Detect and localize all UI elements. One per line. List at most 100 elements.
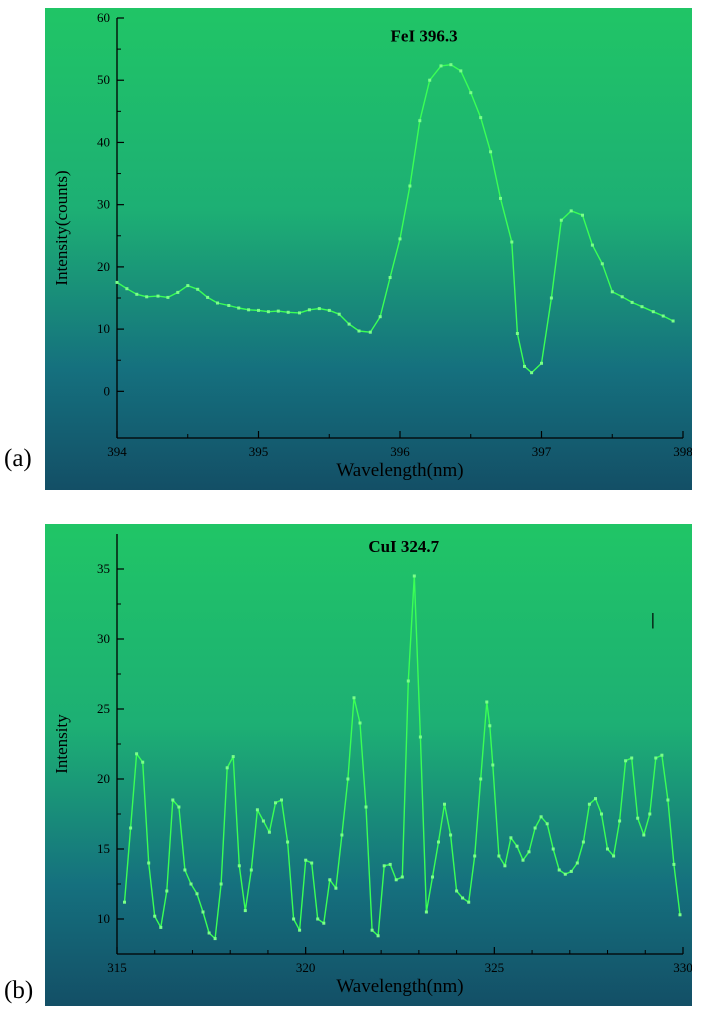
- data-point-marker: [225, 766, 229, 770]
- panel-gradient-background: [45, 8, 692, 490]
- data-point-marker: [370, 928, 374, 932]
- x-tick-label: 330: [673, 960, 692, 975]
- chart-canvas-a: 394 395 396 397 398 0 10 20 30 40 50 60 FeI 396.3 Wav…: [45, 8, 692, 490]
- x-tick-label: 398: [673, 444, 692, 459]
- data-point-marker: [533, 826, 537, 830]
- data-point-marker: [620, 295, 624, 299]
- x-tick-label: 320: [296, 960, 316, 975]
- data-point-marker: [243, 909, 247, 913]
- data-point-marker: [400, 875, 404, 879]
- x-tick-label: 395: [249, 444, 269, 459]
- data-point-marker: [624, 759, 628, 763]
- data-point-marker: [479, 777, 483, 781]
- data-point-marker: [449, 833, 453, 837]
- spectrum-panel-a: 394 395 396 397 398 0 10 20 30 40 50 60 FeI 396.3 Wav…: [45, 8, 692, 490]
- data-point-marker: [678, 913, 682, 917]
- data-point-marker: [322, 921, 326, 925]
- data-point-marker: [216, 301, 219, 305]
- data-point-marker: [612, 854, 616, 858]
- data-point-marker: [600, 262, 604, 266]
- data-point-marker: [334, 886, 338, 890]
- data-point-marker: [672, 862, 676, 866]
- data-point-marker: [195, 892, 199, 896]
- data-point-marker: [171, 798, 175, 802]
- chart-canvas-b: 315 320 325 330 10 15 20 25 30 35 CuI 324.7 | Wavele…: [45, 524, 692, 1006]
- data-point-marker: [298, 928, 302, 932]
- data-point-marker: [590, 243, 594, 247]
- y-tick-label: 60: [97, 10, 110, 25]
- data-point-marker: [317, 307, 321, 311]
- data-point-marker: [227, 304, 231, 307]
- data-point-marker: [563, 872, 567, 876]
- y-tick-label: 40: [97, 134, 110, 149]
- data-point-marker: [213, 937, 217, 941]
- y-axis-title: Intensity(counts): [52, 170, 71, 285]
- data-point-marker: [280, 798, 283, 802]
- data-point-marker: [497, 854, 501, 858]
- data-point-marker: [467, 900, 471, 904]
- y-tick-label: 35: [97, 561, 110, 576]
- data-point-marker: [523, 364, 526, 368]
- data-point-marker: [408, 184, 412, 188]
- y-axis-title: Intensity: [52, 714, 71, 774]
- data-point-marker: [428, 78, 432, 82]
- data-point-marker: [569, 209, 573, 213]
- data-point-marker: [510, 240, 514, 244]
- data-point-marker: [455, 889, 459, 893]
- x-axis-title: Wavelength(nm): [336, 976, 463, 997]
- data-point-marker: [165, 889, 169, 893]
- data-point-marker: [388, 276, 392, 279]
- data-point-marker: [378, 315, 382, 319]
- data-point-marker: [521, 858, 525, 862]
- data-point-marker: [249, 868, 253, 872]
- data-point-marker: [357, 329, 361, 333]
- data-point-marker: [183, 868, 187, 872]
- data-point-marker: [147, 861, 151, 865]
- x-tick-label: 394: [107, 444, 127, 459]
- data-point-marker: [358, 721, 362, 725]
- y-tick-label: 20: [97, 771, 110, 786]
- data-point-marker: [569, 869, 573, 873]
- data-point-marker: [406, 679, 410, 683]
- data-point-marker: [266, 310, 270, 314]
- y-tick-label: 20: [97, 259, 110, 274]
- y-tick-label: 30: [97, 197, 110, 212]
- data-point-marker: [651, 310, 655, 314]
- y-tick-label: 0: [104, 383, 111, 398]
- data-point-marker: [135, 292, 139, 296]
- data-point-marker: [340, 833, 344, 837]
- data-point-marker: [237, 306, 241, 310]
- data-point-marker: [491, 763, 495, 767]
- data-point-marker: [304, 858, 308, 862]
- data-point-marker: [530, 371, 534, 375]
- data-point-marker: [515, 332, 519, 335]
- spectrum-chart-svg: 394 395 396 397 398 0 10 20 30 40 50 60 FeI 396.3 Wav…: [45, 8, 692, 490]
- data-point-marker: [473, 854, 477, 858]
- data-point-marker: [630, 300, 634, 304]
- data-point-marker: [431, 875, 434, 879]
- data-point-marker: [443, 802, 446, 806]
- data-point-marker: [231, 755, 235, 759]
- data-point-marker: [449, 63, 453, 67]
- data-point-marker: [587, 802, 591, 806]
- spectrum-chart-svg: 315 320 325 330 10 15 20 25 30 35 CuI 324.7 | Wavele…: [45, 524, 692, 1006]
- data-point-marker: [123, 900, 126, 904]
- data-point-marker: [286, 310, 290, 314]
- data-point-marker: [459, 69, 463, 73]
- data-point-marker: [286, 840, 290, 844]
- figure-label-a: (a): [4, 445, 32, 472]
- data-point-marker: [648, 812, 652, 816]
- data-point-marker: [618, 819, 622, 823]
- data-point-marker: [636, 816, 640, 820]
- data-point-marker: [630, 756, 634, 760]
- data-point-marker: [549, 296, 553, 300]
- x-tick-label: 396: [390, 444, 410, 459]
- data-point-marker: [503, 864, 507, 868]
- data-point-marker: [186, 284, 190, 288]
- figure-label-b: (b): [4, 977, 34, 1004]
- data-point-marker: [346, 777, 350, 781]
- data-point-marker: [489, 150, 493, 154]
- data-point-marker: [398, 237, 402, 241]
- data-point-marker: [153, 914, 157, 918]
